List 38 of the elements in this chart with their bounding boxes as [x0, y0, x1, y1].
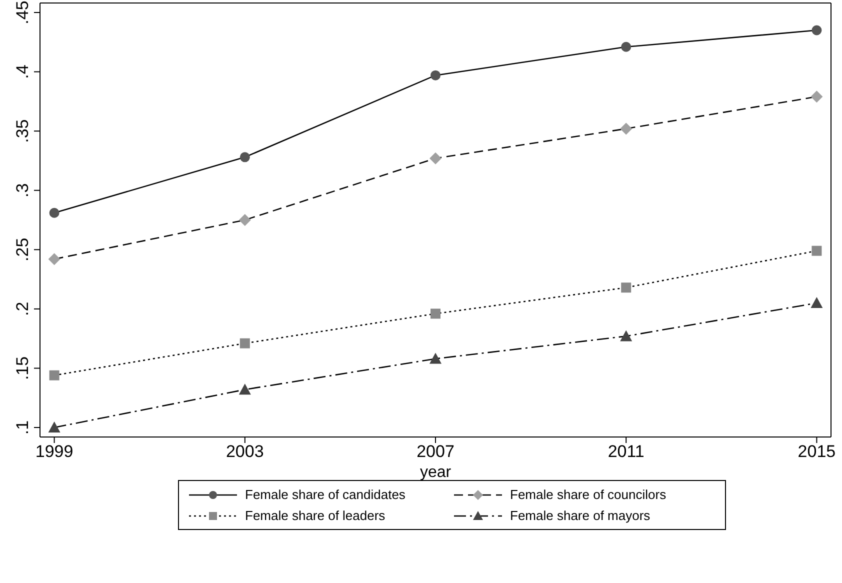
x-tick-label: 2003	[226, 442, 264, 462]
point	[430, 70, 440, 80]
y-tick-label: .1	[13, 420, 32, 435]
y-tick-label: .35	[13, 119, 32, 143]
x-axis-title: year	[420, 464, 452, 481]
point	[810, 90, 823, 103]
x-tick-label: 2015	[798, 442, 836, 462]
point	[430, 152, 442, 164]
legend-label: Female share of candidates	[245, 487, 406, 502]
point	[430, 308, 440, 319]
x-tick-label: 2011	[608, 442, 644, 462]
point	[430, 352, 442, 364]
legend-label: Female share of councilors	[510, 487, 666, 502]
point	[621, 42, 632, 52]
point	[620, 330, 632, 342]
point	[812, 246, 822, 256]
x-tick-label: 2007	[416, 442, 454, 462]
point	[810, 297, 823, 308]
legend-label: Female share of mayors	[510, 508, 650, 523]
point	[238, 384, 251, 395]
point	[238, 214, 251, 226]
y-tick-label: .4	[13, 64, 32, 79]
point	[240, 152, 250, 162]
y-tick-label: .15	[13, 356, 32, 380]
point	[49, 370, 60, 380]
point	[48, 253, 60, 266]
point	[620, 122, 632, 135]
point	[48, 422, 60, 433]
legend-label: Female share of leaders	[245, 508, 386, 523]
x-tick-label: 1999	[35, 442, 74, 462]
y-tick-label: .45	[13, 0, 32, 24]
point	[49, 208, 60, 218]
point	[812, 25, 822, 36]
y-tick-label: .3	[13, 183, 32, 198]
point	[621, 282, 632, 293]
y-tick-label: .2	[13, 302, 32, 316]
point	[240, 338, 250, 348]
y-tick-label: .25	[13, 238, 32, 262]
